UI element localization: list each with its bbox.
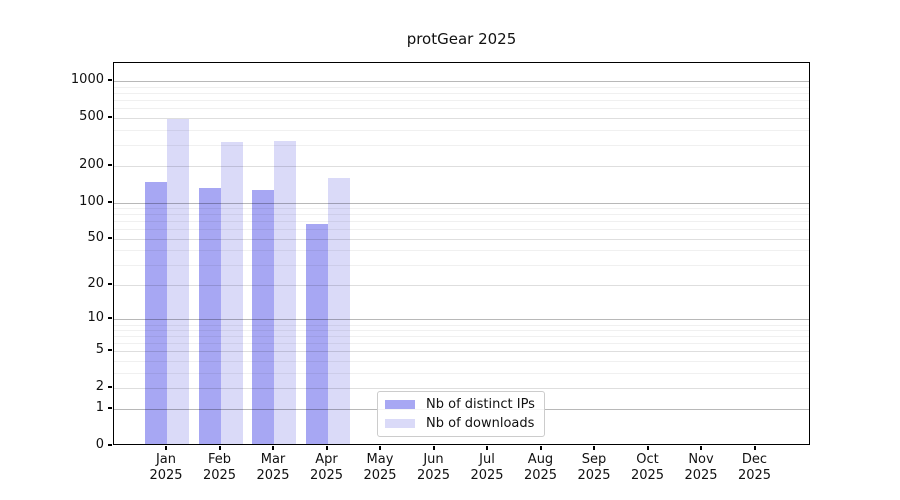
legend-label-distinct-ips: Nb of distinct IPs <box>426 397 535 412</box>
x-tick-label: Feb 2025 <box>188 452 252 484</box>
y-tick-mark <box>108 317 112 320</box>
x-tick-year: 2025 <box>470 468 504 483</box>
gridline-minor <box>114 87 809 89</box>
x-tick-month: Jan <box>155 452 177 467</box>
x-tick-month: Dec <box>741 452 768 467</box>
x-tick-month: May <box>366 452 394 467</box>
x-tick-label: Dec 2025 <box>723 452 787 484</box>
x-tick-mark <box>753 446 756 450</box>
gridline-minor <box>114 108 809 110</box>
y-tick-mark <box>108 444 112 446</box>
x-tick-year: 2025 <box>256 468 290 483</box>
x-tick-label: Apr 2025 <box>295 452 359 484</box>
chart-title: protGear 2025 <box>406 30 517 48</box>
y-tick-mark <box>108 236 112 239</box>
bar-downloads <box>274 141 296 444</box>
x-tick-year: 2025 <box>523 468 558 483</box>
y-tick-label: 1000 <box>70 72 104 88</box>
y-tick-mark <box>108 386 112 389</box>
x-tick-year: 2025 <box>309 468 344 483</box>
y-tick-mark <box>108 116 112 118</box>
x-tick-year: 2025 <box>577 468 611 483</box>
x-tick-year: 2025 <box>202 468 237 483</box>
x-tick-month: Mar <box>260 452 286 467</box>
x-tick-year: 2025 <box>416 468 451 483</box>
legend-entry-distinct-ips: Nb of distinct IPs <box>385 397 536 412</box>
gridline-minor <box>114 129 809 131</box>
x-tick-month: Feb <box>207 452 232 467</box>
y-tick-mark <box>108 200 112 203</box>
legend-swatch-distinct-ips <box>385 400 415 409</box>
bar-distinct-ips <box>305 224 328 444</box>
y-tick-label: 10 <box>87 310 104 326</box>
x-tick-label: Oct 2025 <box>616 452 680 484</box>
bar-downloads <box>167 119 189 444</box>
x-tick-year: 2025 <box>630 468 665 483</box>
y-tick-mark <box>108 407 112 410</box>
legend-entry-downloads: Nb of downloads <box>385 416 536 431</box>
y-tick-label: 500 <box>79 109 104 124</box>
x-tick-mark <box>379 446 381 450</box>
x-tick-year: 2025 <box>737 468 772 483</box>
y-tick-label: 0 <box>95 437 104 452</box>
x-tick-label: Jan 2025 <box>134 452 198 484</box>
x-tick-mark <box>593 446 595 450</box>
y-tick-label: 50 <box>87 229 104 245</box>
gridline-minor <box>114 144 809 146</box>
legend: Nb of distinct IPs Nb of downloads <box>377 391 545 437</box>
x-tick-mark <box>646 446 649 450</box>
y-tick-label: 2 <box>95 379 104 395</box>
x-tick-mark <box>272 446 274 450</box>
x-tick-mark <box>539 446 542 450</box>
gridline-major <box>114 166 809 168</box>
y-tick-mark <box>108 349 112 352</box>
gridline-minor <box>114 100 809 102</box>
x-tick-mark <box>325 446 328 450</box>
bar-distinct-ips <box>198 187 221 444</box>
y-tick-label: 100 <box>79 193 104 209</box>
bar-downloads <box>220 142 243 444</box>
gridline-major <box>114 118 809 119</box>
x-tick-month: Sep <box>581 452 607 467</box>
x-tick-label: Sep 2025 <box>562 452 626 484</box>
x-tick-year: 2025 <box>363 468 397 483</box>
legend-label-downloads: Nb of downloads <box>426 416 535 431</box>
y-tick-mark <box>108 79 112 82</box>
x-tick-mark <box>218 446 221 450</box>
x-tick-label: Aug 2025 <box>509 452 573 484</box>
x-tick-month: Apr <box>315 452 338 467</box>
y-tick-label: 200 <box>79 157 104 173</box>
x-tick-month: Aug <box>527 452 554 467</box>
y-tick-label: 20 <box>87 276 104 292</box>
bar-distinct-ips <box>145 181 167 444</box>
x-tick-mark <box>165 446 167 450</box>
plot-area <box>113 62 810 445</box>
bar-distinct-ips <box>252 189 274 444</box>
y-tick-mark <box>108 283 112 286</box>
x-tick-label: Nov 2025 <box>669 452 733 484</box>
gridline-major <box>114 81 809 83</box>
y-tick-label: 5 <box>95 342 104 358</box>
x-tick-year: 2025 <box>684 468 718 483</box>
x-tick-label: Mar 2025 <box>241 452 305 484</box>
x-tick-year: 2025 <box>149 468 183 483</box>
y-tick-label: 1 <box>95 400 104 416</box>
x-tick-label: Jul 2025 <box>455 452 519 484</box>
x-tick-month: Jul <box>479 452 495 467</box>
legend-swatch-downloads <box>385 419 415 428</box>
x-tick-mark <box>700 446 702 450</box>
x-tick-label: May 2025 <box>348 452 412 484</box>
x-tick-mark <box>486 446 488 450</box>
gridline-minor <box>114 93 809 95</box>
x-tick-month: Oct <box>636 452 659 467</box>
x-tick-mark <box>432 446 435 450</box>
bar-downloads <box>327 177 350 444</box>
x-tick-month: Jun <box>423 452 444 467</box>
x-tick-label: Jun 2025 <box>402 452 466 484</box>
x-tick-month: Nov <box>688 452 714 467</box>
y-tick-mark <box>108 164 112 167</box>
